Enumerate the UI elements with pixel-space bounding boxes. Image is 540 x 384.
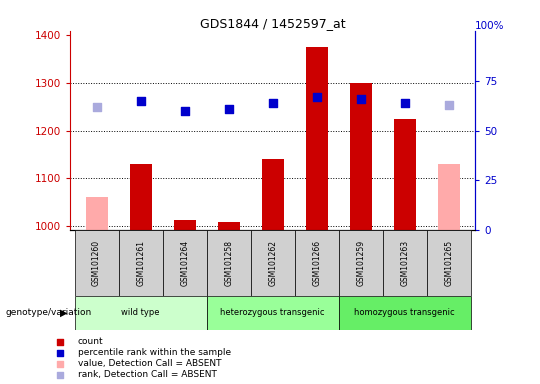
Text: GSM101260: GSM101260 [92, 240, 101, 286]
Bar [295, 230, 339, 296]
Bar [339, 296, 471, 330]
Text: homozygous transgenic: homozygous transgenic [354, 308, 455, 318]
Text: ▶: ▶ [60, 308, 68, 318]
Point [180, 108, 189, 114]
Point [56, 349, 65, 356]
Text: GSM101265: GSM101265 [444, 240, 453, 286]
Bar [251, 230, 295, 296]
Bar [119, 230, 163, 296]
Text: GSM101264: GSM101264 [180, 240, 189, 286]
Point [268, 99, 277, 106]
Bar [75, 296, 207, 330]
Point [401, 99, 409, 106]
Bar [130, 164, 152, 230]
Bar [394, 119, 416, 230]
Bar [438, 164, 460, 230]
Bar [350, 83, 372, 230]
Bar [427, 230, 471, 296]
Bar [174, 220, 195, 230]
Text: GSM101266: GSM101266 [312, 240, 321, 286]
Text: rank, Detection Call = ABSENT: rank, Detection Call = ABSENT [78, 370, 217, 379]
Point [92, 104, 101, 110]
Bar [86, 197, 107, 230]
Text: 100%: 100% [475, 21, 505, 31]
Text: GSM101259: GSM101259 [356, 240, 365, 286]
Text: GSM101262: GSM101262 [268, 240, 277, 286]
Point [313, 94, 321, 100]
Point [136, 98, 145, 104]
Text: GSM101263: GSM101263 [400, 240, 409, 286]
Bar [306, 47, 328, 230]
Bar [207, 230, 251, 296]
Text: genotype/variation: genotype/variation [5, 308, 92, 318]
Text: value, Detection Call = ABSENT: value, Detection Call = ABSENT [78, 359, 221, 368]
Text: wild type: wild type [122, 308, 160, 318]
Text: GSM101258: GSM101258 [224, 240, 233, 286]
Text: GSM101261: GSM101261 [136, 240, 145, 286]
Point [224, 106, 233, 112]
Bar [75, 230, 119, 296]
Text: count: count [78, 337, 103, 346]
Point [356, 96, 365, 102]
Point [56, 361, 65, 367]
Text: percentile rank within the sample: percentile rank within the sample [78, 348, 231, 357]
Bar [262, 159, 284, 230]
Bar [339, 230, 383, 296]
Bar [207, 296, 339, 330]
Bar [163, 230, 207, 296]
Point [56, 338, 65, 344]
Text: heterozygous transgenic: heterozygous transgenic [220, 308, 325, 318]
Point [56, 372, 65, 378]
Point [444, 101, 453, 108]
Title: GDS1844 / 1452597_at: GDS1844 / 1452597_at [200, 17, 346, 30]
Bar [383, 230, 427, 296]
Bar [218, 222, 240, 230]
